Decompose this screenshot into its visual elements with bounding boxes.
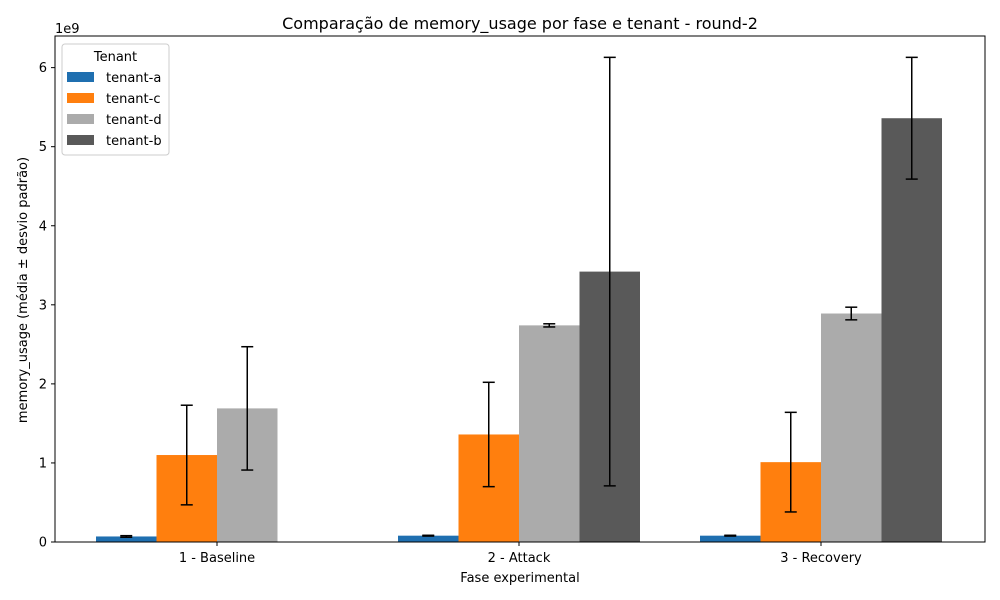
- bar: [96, 536, 157, 542]
- bar: [398, 535, 459, 542]
- x-tick-label: 3 - Recovery: [780, 551, 862, 566]
- bars-layer: [96, 118, 942, 542]
- legend-title: Tenant: [93, 50, 137, 65]
- legend-box: [61, 43, 170, 156]
- y-tick-label: 5: [39, 140, 47, 155]
- legend-swatch: [67, 114, 94, 124]
- y-multiplier-label: 1e9: [55, 22, 80, 37]
- bar: [881, 118, 942, 542]
- y-tick-label: 1: [39, 456, 47, 471]
- y-tick-label: 4: [39, 219, 47, 234]
- legend-swatch: [67, 93, 94, 103]
- bar: [700, 535, 761, 542]
- legend-swatch: [67, 135, 94, 145]
- legend-label: tenant-a: [106, 71, 161, 86]
- legend: Tenant tenant-a tenant-c tenant-d tenant-b: [61, 43, 170, 156]
- bar: [519, 325, 580, 542]
- axes-layer: 1 - Baseline 2 - Attack 3 - Recovery 0 1 2 3 4 5…: [39, 35, 986, 566]
- y-tick-label: 6: [39, 61, 47, 76]
- x-axis-label: Fase experimental: [460, 571, 579, 586]
- legend-label: tenant-b: [106, 134, 162, 149]
- y-axis-label: memory_usage (média ± desvio padrão): [16, 157, 31, 423]
- x-tick-label: 2 - Attack: [488, 551, 551, 566]
- bar: [821, 313, 882, 542]
- legend-label: tenant-d: [106, 113, 162, 128]
- y-tick-label: 2: [39, 377, 47, 392]
- legend-swatch: [67, 72, 94, 82]
- plot-frame: [54, 35, 986, 543]
- legend-label: tenant-c: [106, 92, 160, 107]
- x-tick-label: 1 - Baseline: [179, 551, 255, 566]
- chart-title: Comparação de memory_usage por fase e te…: [282, 14, 758, 34]
- y-tick-label: 3: [39, 298, 47, 313]
- error-bars-layer: [120, 56, 918, 539]
- y-tick-label: 0: [39, 536, 47, 551]
